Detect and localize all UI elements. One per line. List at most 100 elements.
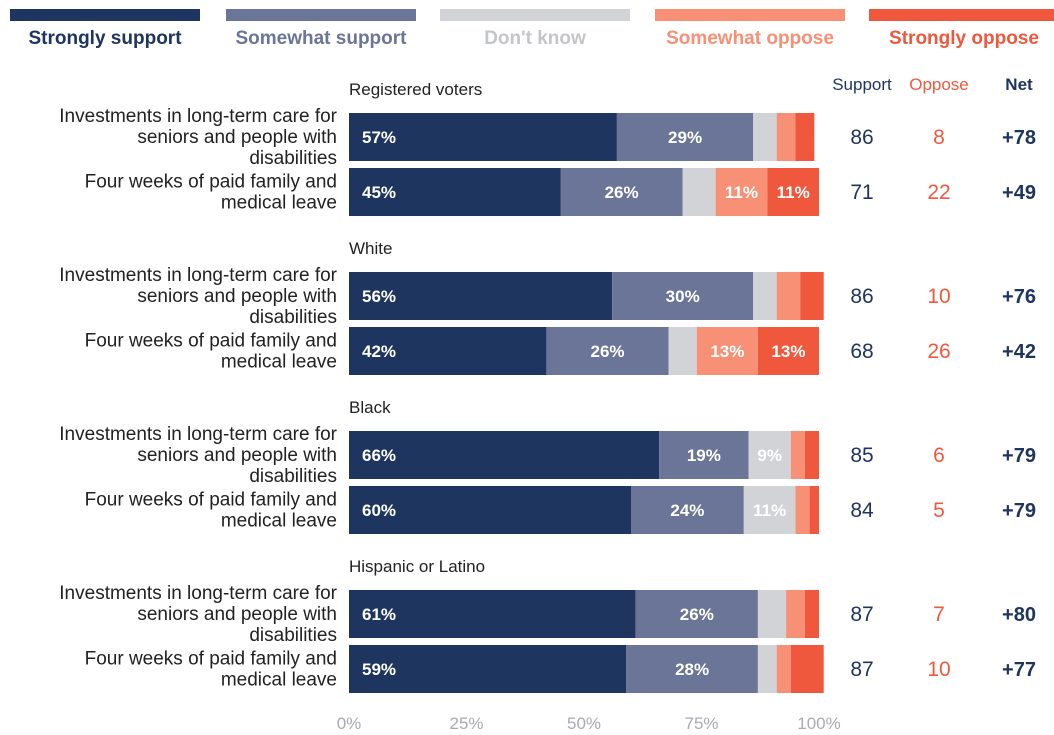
row-label: seniors and people with	[137, 604, 337, 625]
row-label: medical leave	[221, 670, 337, 691]
x-tick-label: 75%	[684, 714, 718, 730]
legend-label-dont_know: Don't know	[484, 28, 586, 49]
bar-segment-strongly_oppose	[767, 168, 819, 216]
bar-segment-strongly_support	[349, 431, 660, 479]
bar-segment-dont_know	[748, 431, 791, 479]
net-value: +79	[1002, 500, 1036, 522]
bar-segment-somewhat_support	[560, 168, 683, 216]
bar-segment-somewhat_support	[612, 272, 754, 320]
bar-segment-somewhat_support	[659, 431, 749, 479]
row-label: Four weeks of paid family and	[85, 490, 337, 511]
x-tick-label: 25%	[449, 714, 483, 730]
oppose-value: 7	[933, 603, 945, 626]
bar-data-label: 11%	[777, 183, 810, 202]
row-label: Investments in long-term care for	[59, 106, 337, 127]
net-value: +80	[1002, 604, 1036, 626]
bar-segment-somewhat_support	[626, 645, 758, 693]
group-title: Black	[349, 398, 391, 417]
bar-segment-strongly_oppose	[790, 645, 824, 693]
support-value: 87	[850, 658, 873, 681]
group-title: Hispanic or Latino	[349, 557, 485, 576]
bar-data-label: 66%	[362, 446, 396, 465]
support-value: 68	[850, 340, 873, 363]
legend-label-strongly_support: Strongly support	[28, 28, 182, 49]
row-label: seniors and people with	[137, 286, 337, 307]
row-label: disabilities	[249, 148, 337, 169]
support-value: 86	[850, 285, 873, 308]
bar-data-label: 59%	[362, 660, 396, 679]
bar-data-label: 11%	[753, 501, 786, 520]
bar-segment-dont_know	[743, 486, 796, 534]
bar-segment-dont_know	[682, 168, 716, 216]
bar-segment-strongly_oppose	[804, 590, 819, 638]
row-label: Investments in long-term care for	[59, 424, 337, 445]
net-value: +76	[1002, 286, 1036, 308]
legend-swatch-strongly_oppose	[869, 9, 1054, 21]
row-label: medical leave	[221, 193, 337, 214]
bar-segment-somewhat_oppose	[696, 327, 758, 375]
bar-data-label: 24%	[670, 501, 704, 520]
x-tick-label: 100%	[797, 714, 840, 730]
bar-segment-dont_know	[757, 590, 787, 638]
bar-segment-strongly_support	[349, 113, 617, 161]
bar-segment-somewhat_oppose	[776, 113, 796, 161]
bar-data-label: 11%	[725, 183, 758, 202]
bar-segment-somewhat_oppose	[790, 431, 805, 479]
bar-data-label: 45%	[362, 183, 396, 202]
legend-swatch-somewhat_oppose	[655, 9, 845, 21]
bar-segment-somewhat_support	[635, 590, 758, 638]
bar-segment-strongly_support	[349, 168, 561, 216]
column-header-support: Support	[832, 75, 892, 94]
bar-data-label: 42%	[362, 342, 396, 361]
net-value: +79	[1002, 445, 1036, 467]
bar-data-label: 30%	[666, 287, 700, 306]
row-label: disabilities	[249, 307, 337, 328]
support-value: 85	[850, 444, 873, 467]
row-label: disabilities	[249, 466, 337, 487]
row-label: medical leave	[221, 511, 337, 532]
oppose-value: 5	[933, 499, 945, 522]
bar-segment-dont_know	[753, 113, 777, 161]
bar-data-label: 9%	[757, 446, 782, 465]
bar-segment-somewhat_oppose	[795, 486, 810, 534]
row-label: medical leave	[221, 352, 337, 373]
row-label: Four weeks of paid family and	[85, 331, 337, 352]
oppose-value: 10	[927, 658, 950, 681]
x-tick-label: 0%	[337, 714, 362, 730]
legend-label-somewhat_oppose: Somewhat oppose	[666, 28, 834, 49]
support-value: 84	[850, 499, 874, 522]
row-label: Four weeks of paid family and	[85, 649, 337, 670]
net-value: +77	[1002, 659, 1036, 681]
bar-segment-dont_know	[753, 272, 777, 320]
row-label: seniors and people with	[137, 445, 337, 466]
bar-data-label: 26%	[605, 183, 639, 202]
bar-segment-dont_know	[668, 327, 697, 375]
oppose-value: 10	[927, 285, 950, 308]
bar-data-label: 56%	[362, 287, 396, 306]
support-value: 87	[850, 603, 873, 626]
net-value: +49	[1002, 182, 1036, 204]
bar-data-label: 26%	[590, 342, 624, 361]
bar-data-label: 13%	[771, 342, 805, 361]
legend-swatch-dont_know	[440, 9, 630, 21]
net-value: +42	[1002, 341, 1036, 363]
bar-data-label: 60%	[362, 501, 396, 520]
bar-segment-dont_know	[757, 645, 777, 693]
row-label: seniors and people with	[137, 127, 337, 148]
oppose-value: 22	[927, 181, 950, 204]
bar-segment-strongly_oppose	[804, 431, 819, 479]
legend-label-somewhat_support: Somewhat support	[235, 28, 407, 49]
support-value: 86	[850, 126, 873, 149]
bar-segment-strongly_support	[349, 272, 613, 320]
bar-data-label: 19%	[687, 446, 721, 465]
bar-segment-strongly_oppose	[795, 113, 815, 161]
bar-data-label: 28%	[675, 660, 709, 679]
group-title: Registered voters	[349, 80, 482, 99]
oppose-value: 8	[933, 126, 945, 149]
legend-swatch-somewhat_support	[226, 9, 416, 21]
bar-data-label: 57%	[362, 128, 396, 147]
row-label: disabilities	[249, 625, 337, 646]
bar-segment-somewhat_support	[546, 327, 669, 375]
